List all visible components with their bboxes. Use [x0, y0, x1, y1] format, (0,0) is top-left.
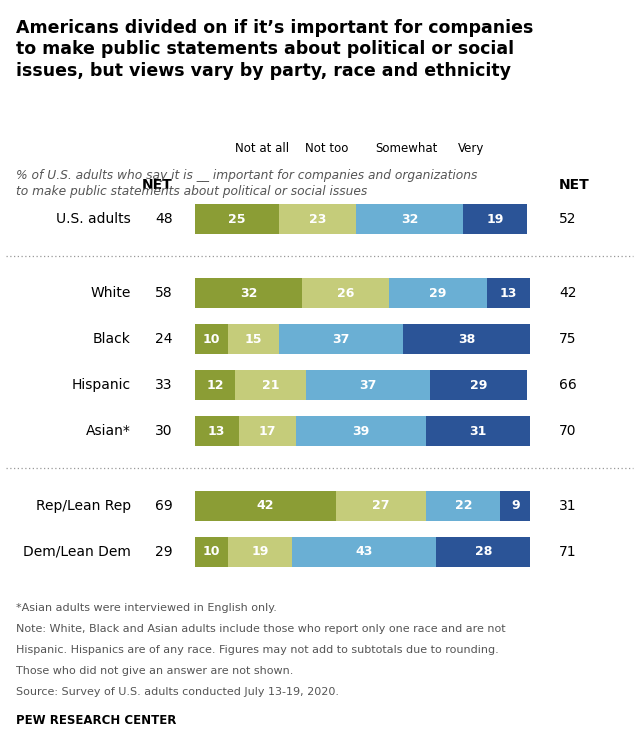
Text: 48: 48 [155, 212, 173, 226]
Bar [403, 324, 530, 354]
Text: 42: 42 [559, 286, 576, 300]
Bar [195, 536, 228, 567]
Text: Somewhat: Somewhat [375, 142, 438, 156]
Text: 22: 22 [454, 499, 472, 512]
Text: Asian*: Asian* [86, 425, 131, 438]
Text: NET: NET [142, 178, 173, 192]
Text: PEW RESEARCH CENTER: PEW RESEARCH CENTER [16, 714, 176, 727]
Text: 19: 19 [486, 213, 504, 225]
Bar [355, 138, 369, 160]
Bar [195, 278, 302, 308]
Text: 17: 17 [258, 425, 276, 438]
Text: *Asian adults were interviewed in English only.: *Asian adults were interviewed in Englis… [16, 603, 277, 613]
Text: Black: Black [93, 333, 131, 346]
Text: 58: 58 [155, 286, 173, 300]
Bar [279, 204, 356, 234]
Text: Note: White, Black and Asian adults include those who report only one race and a: Note: White, Black and Asian adults incl… [16, 624, 505, 634]
Text: 31: 31 [470, 425, 487, 438]
Text: 24: 24 [155, 333, 173, 346]
Bar [195, 416, 238, 446]
Bar [195, 491, 336, 521]
Text: 25: 25 [228, 213, 245, 225]
Bar [336, 491, 426, 521]
Text: 42: 42 [257, 499, 274, 512]
Bar [436, 536, 530, 567]
Text: Not too: Not too [305, 142, 348, 156]
Bar [195, 324, 228, 354]
Text: Dem/Lean Dem: Dem/Lean Dem [23, 545, 131, 559]
Text: Not at all: Not at all [235, 142, 289, 156]
Bar [426, 416, 530, 446]
Text: 32: 32 [240, 287, 258, 300]
Bar [356, 204, 463, 234]
Bar [229, 536, 292, 567]
Text: 33: 33 [155, 378, 173, 392]
Bar [426, 491, 500, 521]
Text: 29: 29 [470, 379, 487, 392]
Text: 43: 43 [356, 545, 373, 558]
Text: NET: NET [559, 178, 590, 192]
Text: 10: 10 [203, 333, 220, 346]
Bar [279, 324, 403, 354]
Bar [238, 416, 295, 446]
Text: 30: 30 [155, 425, 173, 438]
Bar [295, 416, 426, 446]
Text: 32: 32 [401, 213, 419, 225]
Text: 10: 10 [203, 545, 220, 558]
Text: 15: 15 [245, 333, 263, 346]
Bar [500, 491, 530, 521]
Text: 27: 27 [373, 499, 390, 512]
Bar [195, 204, 279, 234]
Text: 38: 38 [458, 333, 475, 346]
Text: 31: 31 [559, 499, 577, 512]
Text: 39: 39 [352, 425, 369, 438]
Text: Americans divided on if it’s important for companies
to make public statements a: Americans divided on if it’s important f… [16, 19, 534, 79]
Bar [302, 278, 389, 308]
Text: 23: 23 [309, 213, 326, 225]
Text: Those who did not give an answer are not shown.: Those who did not give an answer are not… [16, 666, 293, 676]
Text: 71: 71 [559, 545, 577, 559]
Text: 75: 75 [559, 333, 576, 346]
Text: 52: 52 [559, 212, 576, 226]
Bar [229, 324, 279, 354]
Text: 29: 29 [429, 287, 447, 300]
Bar [292, 536, 436, 567]
Text: Rep/Lean Rep: Rep/Lean Rep [36, 499, 131, 512]
Bar [429, 370, 527, 401]
Bar [195, 370, 235, 401]
Bar [214, 138, 228, 160]
Text: 9: 9 [511, 499, 520, 512]
Text: 70: 70 [559, 425, 576, 438]
Text: 21: 21 [261, 379, 279, 392]
Bar [235, 370, 305, 401]
Text: 19: 19 [252, 545, 269, 558]
Text: 28: 28 [475, 545, 492, 558]
Text: Hispanic: Hispanic [72, 378, 131, 392]
Text: 13: 13 [500, 287, 517, 300]
Text: Hispanic. Hispanics are of any race. Figures may not add to subtotals due to rou: Hispanic. Hispanics are of any race. Fig… [16, 645, 498, 655]
Bar [487, 278, 530, 308]
Text: 12: 12 [206, 379, 224, 392]
Bar [389, 278, 487, 308]
Text: 69: 69 [155, 499, 173, 512]
Text: White: White [91, 286, 131, 300]
Text: U.S. adults: U.S. adults [56, 212, 131, 226]
Text: 37: 37 [332, 333, 350, 346]
Text: Very: Very [458, 142, 484, 156]
Bar [305, 370, 429, 401]
Text: Source: Survey of U.S. adults conducted July 13-19, 2020.: Source: Survey of U.S. adults conducted … [16, 687, 339, 697]
Text: 13: 13 [208, 425, 226, 438]
Bar [463, 204, 527, 234]
Text: 66: 66 [559, 378, 577, 392]
Bar [438, 138, 452, 160]
Text: % of U.S. adults who say it is __ important for companies and organizations
to m: % of U.S. adults who say it is __ import… [16, 169, 477, 198]
Text: 37: 37 [359, 379, 376, 392]
Text: 26: 26 [337, 287, 355, 300]
Text: 29: 29 [155, 545, 173, 559]
Bar [284, 138, 298, 160]
